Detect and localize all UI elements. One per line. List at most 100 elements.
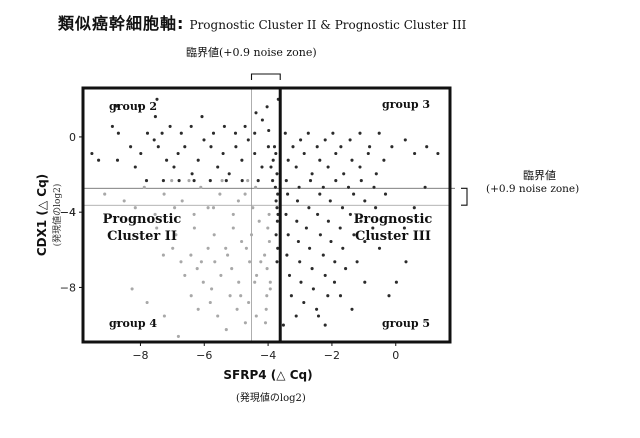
x-tick-label: 0 (392, 349, 399, 362)
data-point-dark (275, 199, 278, 202)
data-point-dark (352, 193, 355, 196)
data-point-light (254, 186, 257, 189)
data-point-dark (177, 152, 180, 155)
data-point-dark (257, 179, 260, 182)
data-point-dark (326, 294, 329, 297)
data-point-light (187, 179, 190, 182)
data-point-light (250, 233, 253, 236)
data-point-dark (223, 125, 226, 128)
data-point-dark (209, 145, 212, 148)
data-point-dark (244, 125, 247, 128)
data-point-dark (234, 145, 237, 148)
data-point-dark (404, 260, 407, 263)
data-point-light (266, 267, 269, 270)
data-point-dark (97, 159, 100, 162)
y-units-label: (発現値のlog2) (51, 184, 63, 247)
data-point-light (199, 186, 202, 189)
data-point-dark (284, 132, 287, 135)
data-point-dark (183, 145, 186, 148)
data-point-dark (307, 206, 310, 209)
data-point-dark (299, 281, 302, 284)
data-point-dark (190, 125, 193, 128)
data-point-light (269, 281, 272, 284)
data-point-dark (200, 115, 203, 118)
data-point-dark (241, 179, 244, 182)
data-point-dark (291, 145, 294, 148)
data-point-light (207, 247, 210, 250)
data-point-dark (334, 179, 337, 182)
data-point-dark (298, 186, 301, 189)
cluster-ii-label-line1: Prognostic (103, 212, 182, 227)
data-point-dark (253, 152, 256, 155)
data-point-dark (286, 193, 289, 196)
data-point-dark (333, 260, 336, 263)
data-point-dark (378, 247, 381, 250)
data-point-light (193, 226, 196, 229)
data-point-dark (329, 240, 332, 243)
data-point-dark (267, 129, 270, 132)
data-point-dark (247, 138, 250, 141)
data-point-dark (273, 145, 276, 148)
data-point-light (264, 321, 267, 324)
data-point-dark (154, 115, 157, 118)
data-point-dark (193, 179, 196, 182)
data-point-dark (327, 165, 330, 168)
data-point-light (146, 301, 149, 304)
data-point-light (259, 260, 262, 263)
data-point-light (131, 287, 134, 290)
data-point-dark (322, 186, 325, 189)
data-point-dark (311, 172, 314, 175)
data-point-light (236, 308, 239, 311)
data-point-light (196, 267, 199, 270)
data-point-dark (165, 159, 168, 162)
data-point-light (266, 226, 269, 229)
data-point-dark (222, 152, 225, 155)
data-point-dark (157, 145, 160, 148)
data-point-dark (339, 145, 342, 148)
data-point-dark (387, 294, 390, 297)
data-point-light (240, 240, 243, 243)
data-point-dark (285, 254, 288, 257)
data-point-light (202, 281, 205, 284)
x-tick-label: −6 (196, 349, 212, 362)
data-point-dark (360, 179, 363, 182)
data-point-dark (358, 132, 361, 135)
data-point-dark (413, 206, 416, 209)
data-point-dark (161, 132, 164, 135)
data-point-light (216, 314, 219, 317)
data-point-light (224, 247, 227, 250)
data-point-dark (329, 199, 332, 202)
data-point-light (229, 294, 232, 297)
data-point-dark (295, 220, 298, 223)
data-point-dark (284, 213, 287, 216)
cluster-ii-label-line2: Cluster II (107, 229, 177, 244)
data-point-dark (228, 172, 231, 175)
data-point-dark (271, 179, 274, 182)
data-point-dark (363, 281, 366, 284)
data-point-dark (202, 138, 205, 141)
group-2-label: group 2 (109, 100, 157, 113)
data-point-dark (308, 247, 311, 250)
data-point-light (207, 206, 210, 209)
data-point-light (163, 193, 166, 196)
data-point-dark (117, 132, 120, 135)
data-point-dark (334, 152, 337, 155)
data-point-dark (180, 132, 183, 135)
data-point-dark (298, 260, 301, 263)
data-point-light (170, 179, 173, 182)
data-point-dark (413, 152, 416, 155)
data-point-dark (111, 125, 114, 128)
data-point-dark (316, 145, 319, 148)
data-point-dark (297, 240, 300, 243)
data-point-light (134, 206, 137, 209)
data-point-light (209, 301, 212, 304)
data-point-light (248, 260, 251, 263)
data-point-dark (287, 233, 290, 236)
data-point-light (263, 254, 266, 257)
data-point-dark (342, 172, 345, 175)
data-point-light (221, 179, 224, 182)
data-point-light (163, 314, 166, 317)
data-point-light (212, 206, 215, 209)
data-point-dark (145, 179, 148, 182)
data-point-dark (404, 138, 407, 141)
